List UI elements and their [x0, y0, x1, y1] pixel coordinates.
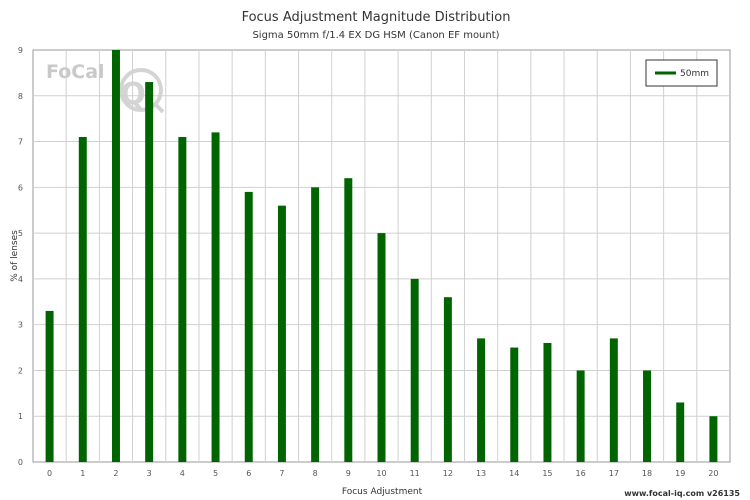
y-tick-labels: 0 1 2 3 4 5 6 7 8 9: [18, 46, 23, 467]
bar-9: [344, 178, 353, 462]
bar-12: [443, 297, 452, 462]
x-tick-label: 7: [279, 469, 284, 478]
x-tick-label: 11: [410, 469, 420, 478]
legend-label: 50mm: [680, 69, 709, 79]
x-tick-label: 5: [213, 469, 218, 478]
logo-circle-tail: [153, 102, 165, 114]
bar-14: [510, 347, 519, 462]
bar-19: [676, 402, 685, 462]
bar-6: [244, 191, 253, 462]
y-axis-label: % of lenses: [10, 230, 20, 282]
bar-1: [78, 136, 87, 462]
bar-7: [277, 205, 286, 462]
y-tick-label: 0: [18, 458, 23, 467]
y-tick-label: 5: [18, 229, 23, 238]
y-tick-label: 6: [18, 183, 23, 192]
bar-3: [145, 82, 154, 463]
x-tick-label: 9: [346, 469, 351, 478]
x-tick-label: 10: [376, 469, 386, 478]
x-tick-labels: 0 1 2 3 4 5 6 7 8 9 10 11 12 13 14 15 16 17 18 19 20: [47, 469, 718, 478]
x-tick-label: 14: [509, 469, 519, 478]
bar-20: [709, 416, 718, 462]
y-tick-label: 2: [18, 366, 23, 375]
x-tick-label: 12: [443, 469, 453, 478]
bar-16: [576, 370, 585, 462]
x-tick-label: 4: [180, 469, 185, 478]
x-tick-label: 20: [708, 469, 718, 478]
y-tick-label: 3: [18, 321, 23, 330]
chart-subtitle: Sigma 50mm f/1.4 EX DG HSM (Canon EF mou…: [252, 30, 499, 41]
x-tick-label: 15: [542, 469, 552, 478]
bar-13: [477, 338, 486, 462]
bar-0: [45, 310, 54, 462]
y-tick-label: 8: [18, 92, 23, 101]
y-tick-label: 1: [18, 412, 23, 421]
logo-circle: [119, 68, 163, 112]
y-tick-label: 4: [18, 275, 23, 284]
x-axis-label: Focus Adjustment: [342, 487, 423, 497]
y-tick-label: 7: [18, 138, 23, 147]
bar-4: [178, 136, 187, 462]
legend: 50mm: [645, 59, 718, 87]
x-tick-label: 2: [113, 469, 118, 478]
x-tick-label: 16: [576, 469, 586, 478]
bar-8: [311, 187, 320, 463]
bar-18: [643, 370, 652, 462]
footer-credit: www.focal-iq.com v26135: [624, 489, 740, 498]
x-tick-label: 18: [642, 469, 652, 478]
x-tick-label: 1: [80, 469, 85, 478]
chart-title: Focus Adjustment Magnitude Distribution: [242, 10, 511, 25]
x-tick-label: 19: [675, 469, 685, 478]
bar-10: [377, 233, 386, 462]
x-tick-label: 3: [147, 469, 152, 478]
bar-5: [211, 132, 220, 462]
x-tick-label: 13: [476, 469, 486, 478]
x-tick-label: 8: [313, 469, 318, 478]
bar-17: [609, 338, 618, 462]
x-tick-label: 17: [609, 469, 619, 478]
logo-text: FoCal: [46, 61, 105, 83]
bar-11: [410, 278, 419, 462]
x-tick-label: 0: [47, 469, 52, 478]
bars: [45, 50, 718, 463]
bar-15: [543, 342, 552, 462]
x-tick-label: 6: [246, 469, 251, 478]
bar-2: [111, 50, 120, 462]
y-tick-label: 9: [18, 46, 23, 55]
